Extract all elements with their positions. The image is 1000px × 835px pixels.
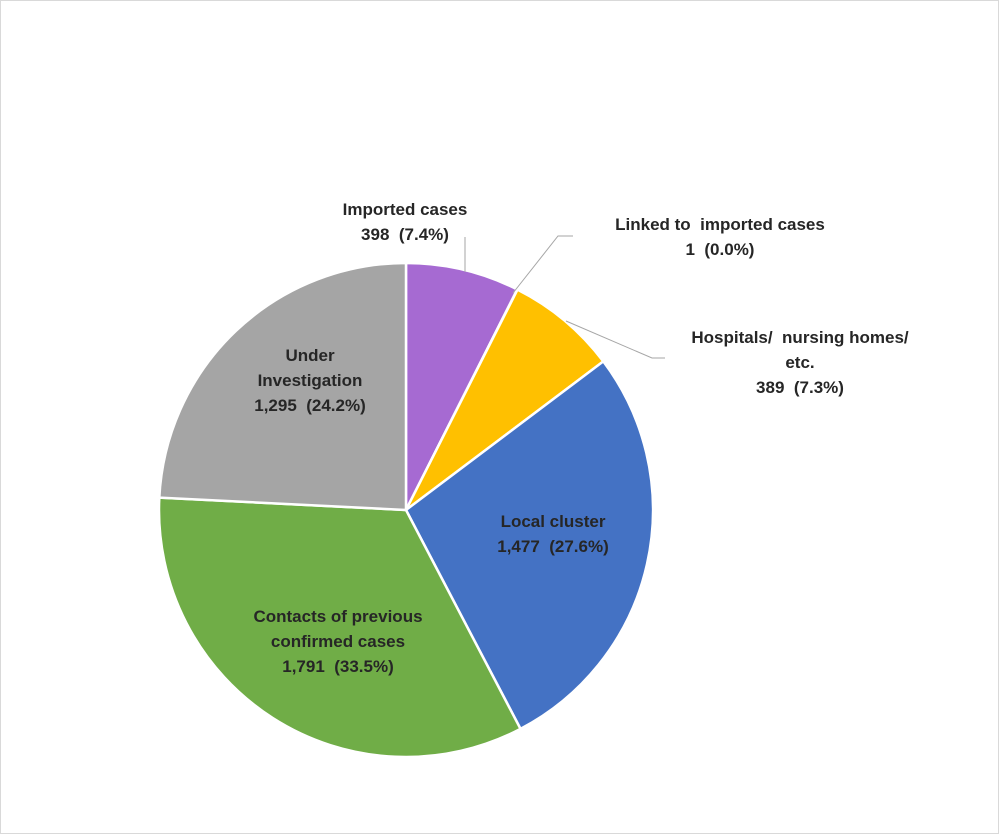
pie-slice-local-cluster [404, 360, 655, 731]
data-label-value: 1,295 (24.2%) [254, 396, 366, 415]
leader-line-hospitals-nursing-homes-etc [565, 320, 665, 359]
leader-line-linked-to-imported-cases [512, 235, 573, 294]
data-label-linked-to-imported-cases: Linked to imported cases 1 (0.0%) [615, 215, 825, 259]
pie-slices [157, 261, 655, 759]
data-label-category: Under [285, 346, 335, 365]
data-label-value: 1 (0.0%) [686, 240, 755, 259]
pie-slice-hospitals-nursing-homes-etc [404, 288, 605, 512]
data-label-category: Local cluster [501, 512, 606, 531]
data-label-value: 398 (7.4%) [361, 225, 449, 244]
data-label-value: 389 (7.3%) [756, 378, 844, 397]
leader-lines [464, 235, 665, 359]
data-label-imported-cases: Imported cases 398 (7.4%) [343, 200, 468, 244]
data-label-category: Linked to imported cases [615, 215, 825, 234]
pie-slice-under-investigation [158, 261, 408, 512]
data-label-category: Imported cases [343, 200, 468, 219]
pie-slice-imported-cases [404, 261, 519, 512]
data-label-local-cluster: Local cluster 1,477 (27.6%) [497, 512, 609, 556]
pie-slice-contacts-of-previous-confirmed-cases [157, 496, 522, 759]
data-label-hospitals-nursing-homes-etc: Hospitals/ nursing homes/etc. 389 (7.3%) [691, 328, 909, 397]
data-label-under-investigation: Under Investigation 1,295 (24.2%) [254, 346, 366, 415]
data-label-contacts-of-previous-confirmed-cases: Contacts of previous confirmed cases 1,791… [253, 607, 422, 676]
data-label-category: Hospitals/ nursing homes/ [691, 328, 909, 347]
data-label-category: Contacts of previous [253, 607, 422, 626]
data-label-value: 1,477 (27.6%) [497, 537, 609, 556]
data-label-category: Investigation [258, 371, 363, 390]
data-label-value: 1,791 (33.5%) [282, 657, 394, 676]
data-label-category: confirmed cases [271, 632, 405, 651]
data-labels: Imported cases 398 (7.4%) Linked to import… [253, 200, 908, 676]
data-label-category: etc. [785, 353, 814, 372]
